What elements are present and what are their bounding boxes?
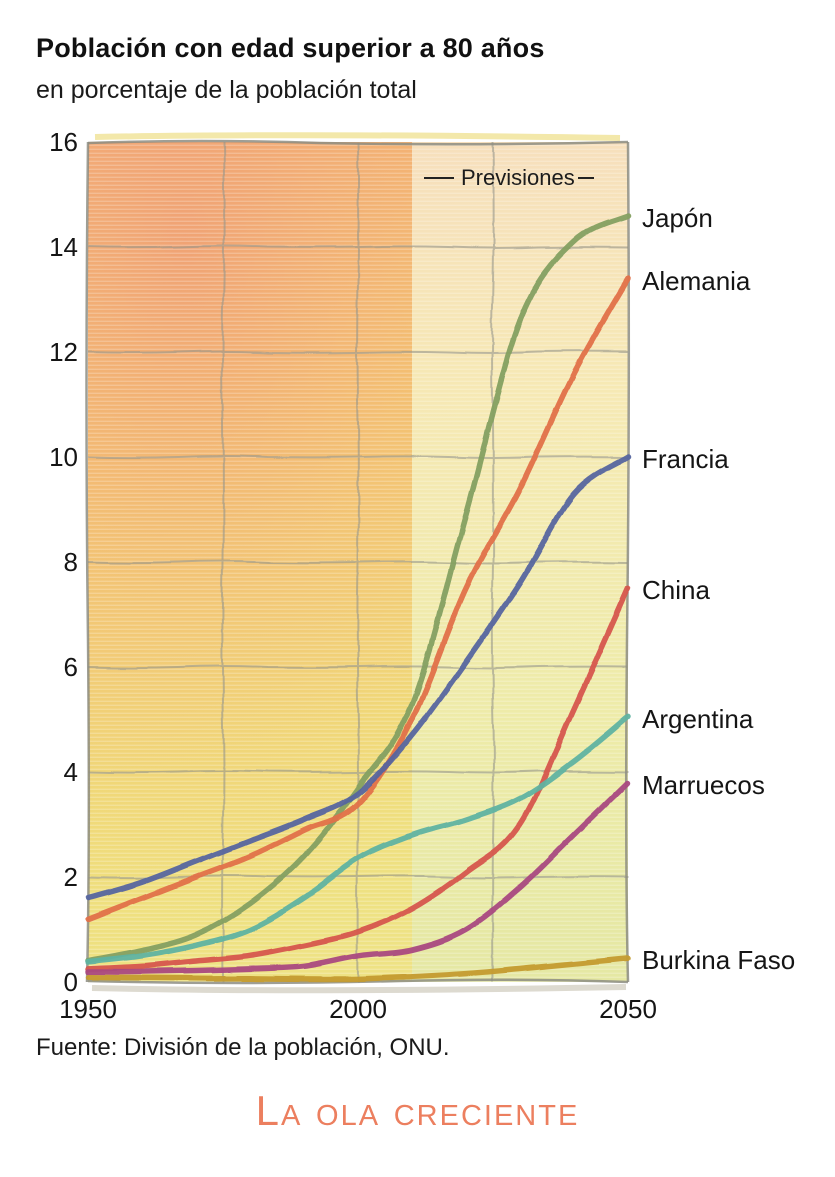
y-axis-tick-0: 0 [63,967,78,997]
y-axis-tick-14: 14 [49,232,78,262]
plot-border [85,132,631,994]
grid-line-x-2025 [491,141,495,983]
y-axis-tick-4: 4 [63,757,78,787]
series-label-japon: Japón [642,202,713,233]
annotation-dash-right [577,177,594,179]
series-label-argentina: Argentina [642,703,754,734]
x-axis-tick-1950: 1950 [59,994,117,1024]
series-line-argentina [85,714,631,965]
annotation-dash-left [424,177,454,179]
series-label-alemania: Alemania [642,265,751,296]
y-axis-tick-16: 16 [49,127,78,157]
y-axis-tick-8: 8 [63,547,78,577]
series-line-japon [85,212,631,964]
grid-line-x-1975 [221,141,225,983]
series-label-burkina-faso: Burkina Faso [642,945,796,976]
series-line-francia [85,454,631,901]
series-label-marruecos: Marruecos [642,769,765,800]
brand-title: La ola creciente [255,1087,580,1134]
y-axis-tick-6: 6 [63,652,78,682]
series-label-china: China [642,575,710,606]
series-label-francia: Francia [642,444,729,474]
chart-subtitle: en porcentaje de la población total [36,76,417,104]
y-axis-tick-12: 12 [49,337,78,367]
forecast-annotation-label: Previsiones [461,165,575,190]
series-line-burkina-faso [85,955,631,982]
grid-line-x-2000 [356,141,360,983]
y-axis-tick-2: 2 [63,862,78,892]
forecast-annotation: Previsiones [424,164,594,192]
grid-lines [87,141,629,983]
y-axis-tick-10: 10 [49,442,78,472]
x-axis-tick-2050: 2050 [599,994,657,1024]
chart-title: Población con edad superior a 80 años [36,33,545,63]
x-axis-tick-2000: 2000 [329,994,387,1024]
series-line-china [85,585,631,972]
data-series [85,212,631,982]
source-note: Fuente: División de la población, ONU. [36,1034,450,1061]
series-line-marruecos [85,779,631,975]
